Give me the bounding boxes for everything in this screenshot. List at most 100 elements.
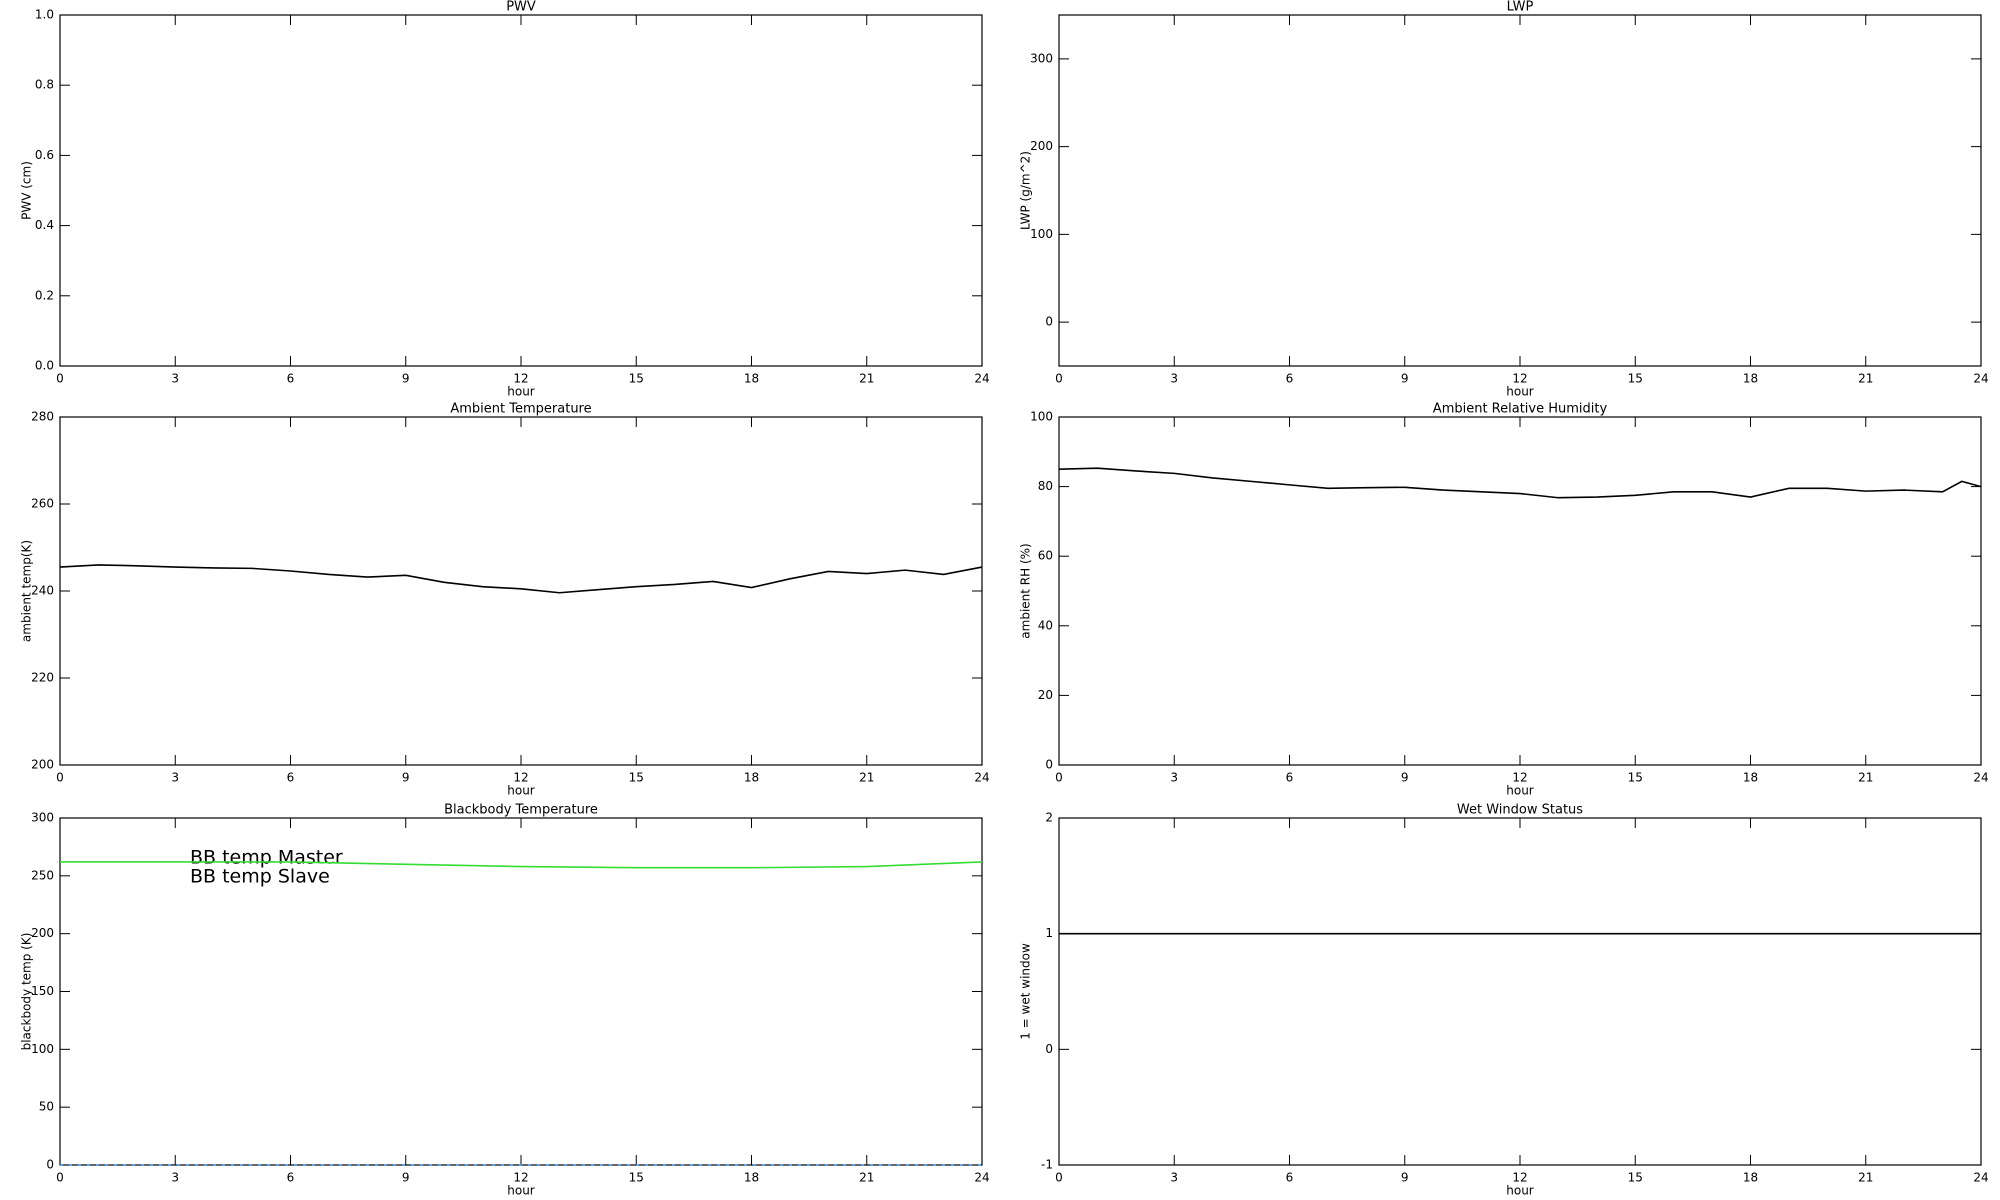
y-tick-label: 100 [31, 1042, 54, 1056]
x-tick-label: 3 [1170, 771, 1178, 785]
x-tick-label: 18 [744, 1171, 759, 1185]
x-tick-label: 6 [1286, 771, 1294, 785]
x-tick-label: 15 [629, 372, 644, 386]
x-tick-label: 21 [1858, 1171, 1873, 1185]
y-tick-label: 0 [1045, 758, 1053, 772]
x-tick-label: 0 [56, 1171, 64, 1185]
plot-frame [1058, 14, 1982, 367]
chart-title: PWV [506, 0, 536, 15]
y-tick-label: 300 [31, 811, 54, 825]
y-tick-label: 200 [31, 926, 54, 940]
x-tick-label: 12 [513, 771, 528, 785]
y-tick-label: 150 [31, 984, 54, 998]
y-axis-label: 1 = wet window [1019, 943, 1033, 1040]
x-axis-label: hour [507, 1184, 535, 1198]
x-tick-label: 15 [1628, 1171, 1643, 1185]
x-tick-label: 18 [744, 771, 759, 785]
chart-title: Ambient Relative Humidity [1433, 402, 1608, 417]
x-tick-label: 6 [287, 1171, 295, 1185]
x-tick-label: 9 [1401, 1171, 1409, 1185]
y-tick-label: 200 [1030, 139, 1053, 153]
y-axis-label: LWP (g/m^2) [1019, 151, 1033, 230]
x-tick-label: 3 [1170, 372, 1178, 386]
x-axis-label: hour [507, 385, 535, 399]
x-tick-label: 21 [1858, 372, 1873, 386]
x-tick-label: 3 [171, 771, 179, 785]
x-tick-label: 18 [744, 372, 759, 386]
data-line [59, 564, 983, 594]
x-tick-label: 21 [859, 771, 874, 785]
x-tick-label: 9 [1401, 372, 1409, 386]
y-axis-label: PWV (cm) [20, 161, 34, 220]
x-tick-label: 3 [1170, 1171, 1178, 1185]
x-tick-label: 15 [1628, 372, 1643, 386]
x-tick-label: 0 [1055, 771, 1063, 785]
x-tick-label: 24 [974, 1171, 989, 1185]
chart-title: Wet Window Status [1457, 803, 1583, 818]
y-tick-label: 100 [1030, 410, 1053, 424]
x-tick-label: 12 [1512, 1171, 1527, 1185]
y-tick-label: 0.8 [35, 78, 54, 92]
x-tick-label: 12 [513, 372, 528, 386]
y-tick-label: 300 [1030, 51, 1053, 65]
x-tick-label: 24 [1973, 771, 1988, 785]
x-tick-label: 6 [1286, 372, 1294, 386]
y-tick-label: 200 [31, 758, 54, 772]
y-tick-label: 0.0 [35, 359, 54, 373]
y-tick-label: 0.6 [35, 148, 54, 162]
x-tick-label: 12 [1512, 372, 1527, 386]
y-tick-label: 0 [46, 1158, 54, 1172]
y-axis-label: ambient RH (%) [1019, 543, 1033, 638]
chart-title: Ambient Temperature [450, 402, 591, 417]
y-tick-label: 250 [31, 868, 54, 882]
data-line [1058, 467, 1982, 499]
y-tick-label: 40 [1038, 618, 1053, 632]
y-tick-label: 0.2 [35, 288, 54, 302]
y-tick-label: 2 [1045, 811, 1053, 825]
y-tick-label: 240 [31, 584, 54, 598]
x-tick-label: 24 [1973, 1171, 1988, 1185]
x-tick-label: 21 [1858, 771, 1873, 785]
y-tick-label: 0.4 [35, 218, 54, 232]
y-tick-label: 0 [1045, 1042, 1053, 1056]
x-tick-label: 0 [56, 771, 64, 785]
x-tick-label: 0 [1055, 372, 1063, 386]
x-tick-label: 15 [1628, 771, 1643, 785]
x-tick-label: 6 [1286, 1171, 1294, 1185]
x-tick-label: 24 [974, 372, 989, 386]
x-tick-label: 0 [56, 372, 64, 386]
x-tick-label: 24 [1973, 372, 1988, 386]
y-tick-label: 80 [1038, 479, 1053, 493]
y-tick-label: 220 [31, 671, 54, 685]
x-tick-label: 6 [287, 372, 295, 386]
legend-entry: BB temp Slave [190, 866, 330, 888]
y-tick-label: 1.0 [35, 8, 54, 22]
data-line [60, 861, 983, 869]
x-tick-label: 9 [402, 1171, 410, 1185]
x-tick-label: 6 [287, 771, 295, 785]
x-tick-label: 12 [1512, 771, 1527, 785]
chart-title: Blackbody Temperature [444, 803, 598, 818]
x-tick-label: 18 [1743, 771, 1758, 785]
x-axis-label: hour [1506, 1184, 1534, 1198]
y-tick-label: 100 [1030, 227, 1053, 241]
plot-frame [1058, 817, 1982, 1166]
y-tick-label: -1 [1041, 1158, 1053, 1172]
y-axis-label: ambient temp(K) [20, 540, 34, 642]
x-tick-label: 21 [859, 372, 874, 386]
x-tick-label: 15 [629, 1171, 644, 1185]
x-tick-label: 18 [1743, 372, 1758, 386]
y-tick-label: 20 [1038, 688, 1053, 702]
x-tick-label: 12 [513, 1171, 528, 1185]
y-tick-label: 260 [31, 497, 54, 511]
y-tick-label: 60 [1038, 549, 1053, 563]
x-tick-label: 9 [402, 771, 410, 785]
plot-frame [1058, 416, 1982, 766]
y-tick-label: 50 [39, 1100, 54, 1114]
y-tick-label: 0 [1045, 315, 1053, 329]
x-axis-label: hour [1506, 385, 1534, 399]
y-axis-label: blackbody temp (K) [20, 933, 34, 1051]
plot-frame [59, 416, 983, 766]
x-tick-label: 3 [171, 1171, 179, 1185]
